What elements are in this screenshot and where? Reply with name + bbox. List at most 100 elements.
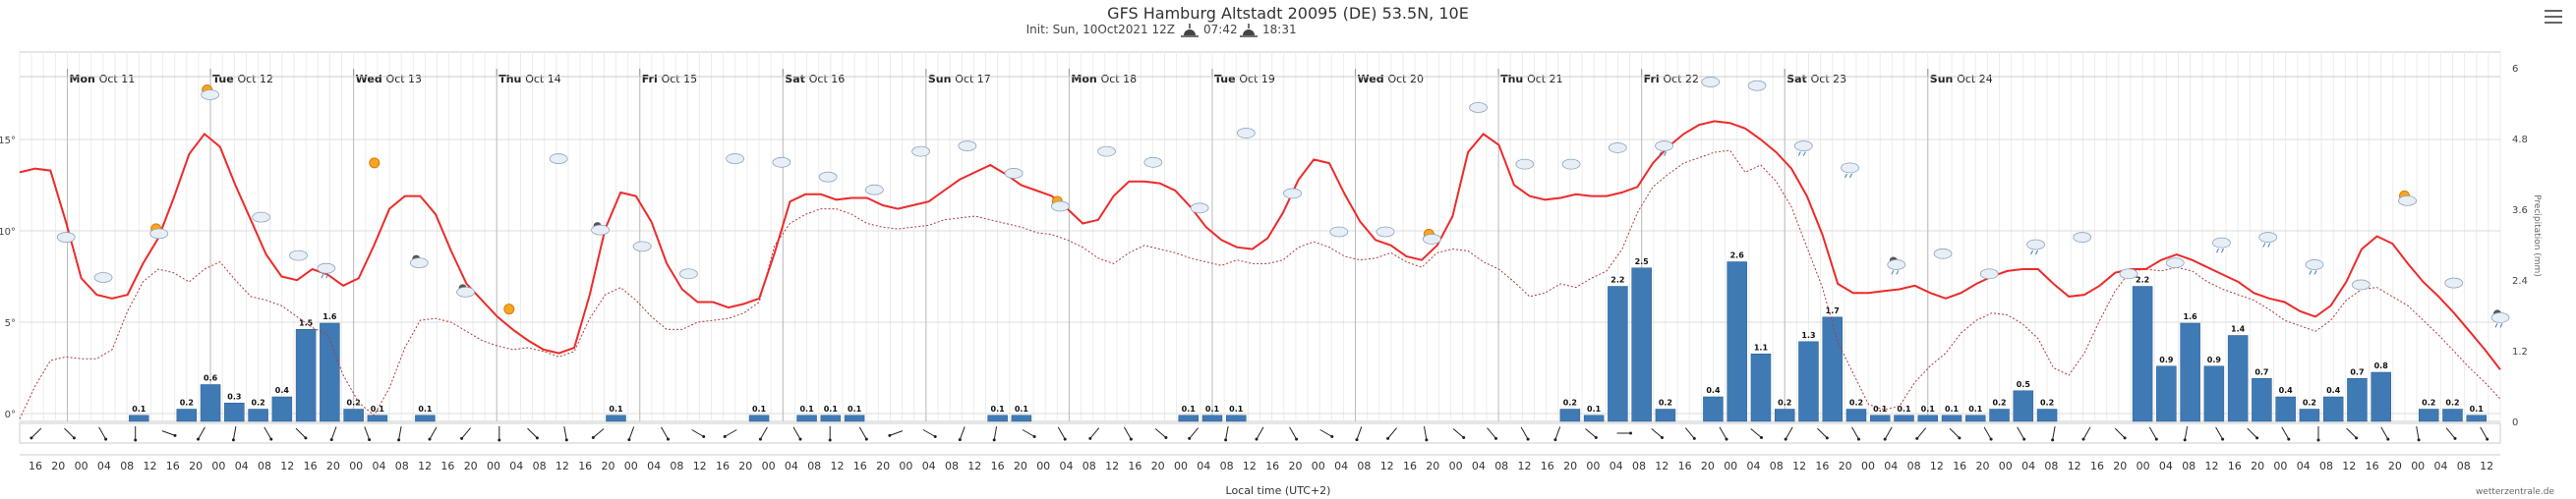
hour-tick: 16 bbox=[1265, 460, 1279, 472]
precip-bar bbox=[1941, 415, 1962, 422]
hour-tick: 08 bbox=[1494, 460, 1508, 472]
precip-label: 2.6 bbox=[1730, 251, 1745, 260]
precip-label: 0.6 bbox=[204, 374, 218, 383]
wind-arrow bbox=[232, 426, 237, 440]
moon-rain-icon bbox=[1887, 256, 1906, 275]
cloud-icon bbox=[1608, 142, 1627, 153]
precip-label: 0.7 bbox=[2350, 367, 2364, 376]
precip-label: 0.4 bbox=[2326, 386, 2341, 395]
wind-arrow bbox=[1225, 426, 1229, 440]
cloud-rain-icon bbox=[1841, 162, 1859, 179]
wind-arrow-head bbox=[2355, 436, 2359, 440]
precip-label: 0.1 bbox=[609, 405, 623, 414]
precip-bar bbox=[320, 322, 340, 422]
precip-label: 1.1 bbox=[1754, 343, 1769, 352]
wind-arrow bbox=[2247, 427, 2257, 439]
hour-tick: 20 bbox=[1976, 460, 1990, 472]
precip-label: 0.3 bbox=[227, 392, 241, 401]
wind-arrow bbox=[592, 428, 605, 438]
sunrise-icon bbox=[1181, 24, 1199, 37]
wind-arrow bbox=[1983, 426, 1992, 440]
sunrise-time: 07:42 bbox=[1203, 23, 1238, 36]
y-right-label: Precipitation (mm) bbox=[2532, 194, 2542, 277]
precip-label: 0.1 bbox=[418, 405, 433, 414]
wind-arrow-head bbox=[1188, 436, 1192, 440]
wind-arrow-head bbox=[564, 438, 568, 442]
hour-tick: 04 bbox=[785, 460, 798, 472]
credit-text: wetterzentrale.de bbox=[2476, 487, 2555, 497]
precip-bar bbox=[2013, 390, 2034, 422]
precip-label: 0.1 bbox=[1229, 405, 1244, 414]
wind-arrow bbox=[993, 426, 998, 440]
chart-init: Init: Sun, 10Oct2021 12Z bbox=[1026, 23, 1175, 36]
hour-tick: 04 bbox=[1334, 460, 1348, 472]
menu-icon[interactable] bbox=[2545, 10, 2562, 24]
y-right-tick: 1.2 bbox=[2512, 347, 2528, 358]
hour-tick: 00 bbox=[899, 460, 912, 472]
wind-arrow-head bbox=[758, 437, 762, 441]
wind-arrow-head bbox=[1063, 437, 1067, 441]
wind-arrow-head bbox=[368, 438, 372, 442]
day-label: Thu Oct 14 bbox=[498, 73, 561, 85]
precip-label: 0.4 bbox=[1706, 386, 1721, 395]
y-left-tick: 10° bbox=[0, 227, 16, 238]
wind-arrow-head bbox=[1553, 438, 1557, 442]
cloud-icon bbox=[1004, 168, 1024, 179]
precip-bar bbox=[2299, 409, 2320, 422]
wind-arrow bbox=[1089, 427, 1100, 439]
wind-arrow-head bbox=[2081, 437, 2085, 441]
moon-cloud-icon bbox=[591, 222, 610, 236]
precip-bar bbox=[271, 396, 293, 422]
wind-arrow-head bbox=[1462, 436, 1466, 439]
wind-arrow-head bbox=[269, 437, 273, 441]
wind-arrow bbox=[792, 426, 801, 440]
hour-tick: 04 bbox=[2159, 460, 2173, 472]
wind-arrow-head bbox=[1915, 436, 1919, 440]
wind-arrow bbox=[922, 429, 936, 437]
precip-label: 0.1 bbox=[132, 405, 146, 414]
precip-bar bbox=[2418, 409, 2439, 422]
wind-arrow-head bbox=[798, 437, 802, 441]
hour-tick: 04 bbox=[1747, 460, 1761, 472]
wind-arrow-head bbox=[2417, 438, 2421, 442]
temperature-line bbox=[19, 120, 2501, 370]
cloud-icon bbox=[252, 211, 271, 223]
hour-tick: 00 bbox=[1724, 460, 1737, 472]
wind-arrow bbox=[1387, 427, 1397, 439]
hour-tick: 00 bbox=[762, 460, 776, 472]
y-left-tick: 15° bbox=[0, 136, 16, 146]
wind-arrow bbox=[2082, 426, 2091, 440]
wind-arrow-head bbox=[1494, 436, 1497, 440]
wind-arrow bbox=[98, 426, 107, 440]
precip-bar bbox=[1201, 415, 1223, 422]
day-label: Thu Oct 21 bbox=[1500, 73, 1563, 85]
wind-arrow bbox=[1154, 428, 1167, 438]
hour-tick: 16 bbox=[1541, 460, 1554, 472]
wind-arrow bbox=[1651, 428, 1663, 438]
wind-arrow-head bbox=[933, 435, 937, 438]
precip-bar bbox=[820, 415, 842, 422]
moon-cloud-icon bbox=[409, 254, 429, 269]
precip-bar bbox=[2132, 286, 2153, 422]
hour-tick: 16 bbox=[2366, 460, 2379, 472]
hour-tick: 20 bbox=[1563, 460, 1577, 472]
precip-label: 2.5 bbox=[1635, 257, 1650, 266]
wind-arrow bbox=[759, 426, 768, 440]
precip-label: 0.2 bbox=[1659, 399, 1672, 408]
hour-tick: 04 bbox=[2021, 460, 2035, 472]
precip-bar bbox=[367, 415, 388, 422]
wind-arrow-head bbox=[1958, 436, 1961, 440]
cloud-icon bbox=[1283, 188, 1302, 199]
hour-tick: 20 bbox=[51, 460, 65, 472]
wind-arrow bbox=[1356, 426, 1363, 440]
precip-label: 0.2 bbox=[2040, 399, 2054, 408]
precip-bar bbox=[2442, 409, 2463, 422]
hour-tick: 12 bbox=[280, 460, 294, 472]
sunset-icon bbox=[1240, 24, 1258, 37]
wind-arrow-head bbox=[2221, 437, 2225, 441]
hour-tick: 04 bbox=[1197, 460, 1210, 472]
wind-arrow-head bbox=[2287, 437, 2291, 441]
cloud-rain-icon bbox=[2258, 232, 2278, 248]
hour-tick: 08 bbox=[2319, 460, 2333, 472]
wind-arrow bbox=[1289, 426, 1298, 440]
